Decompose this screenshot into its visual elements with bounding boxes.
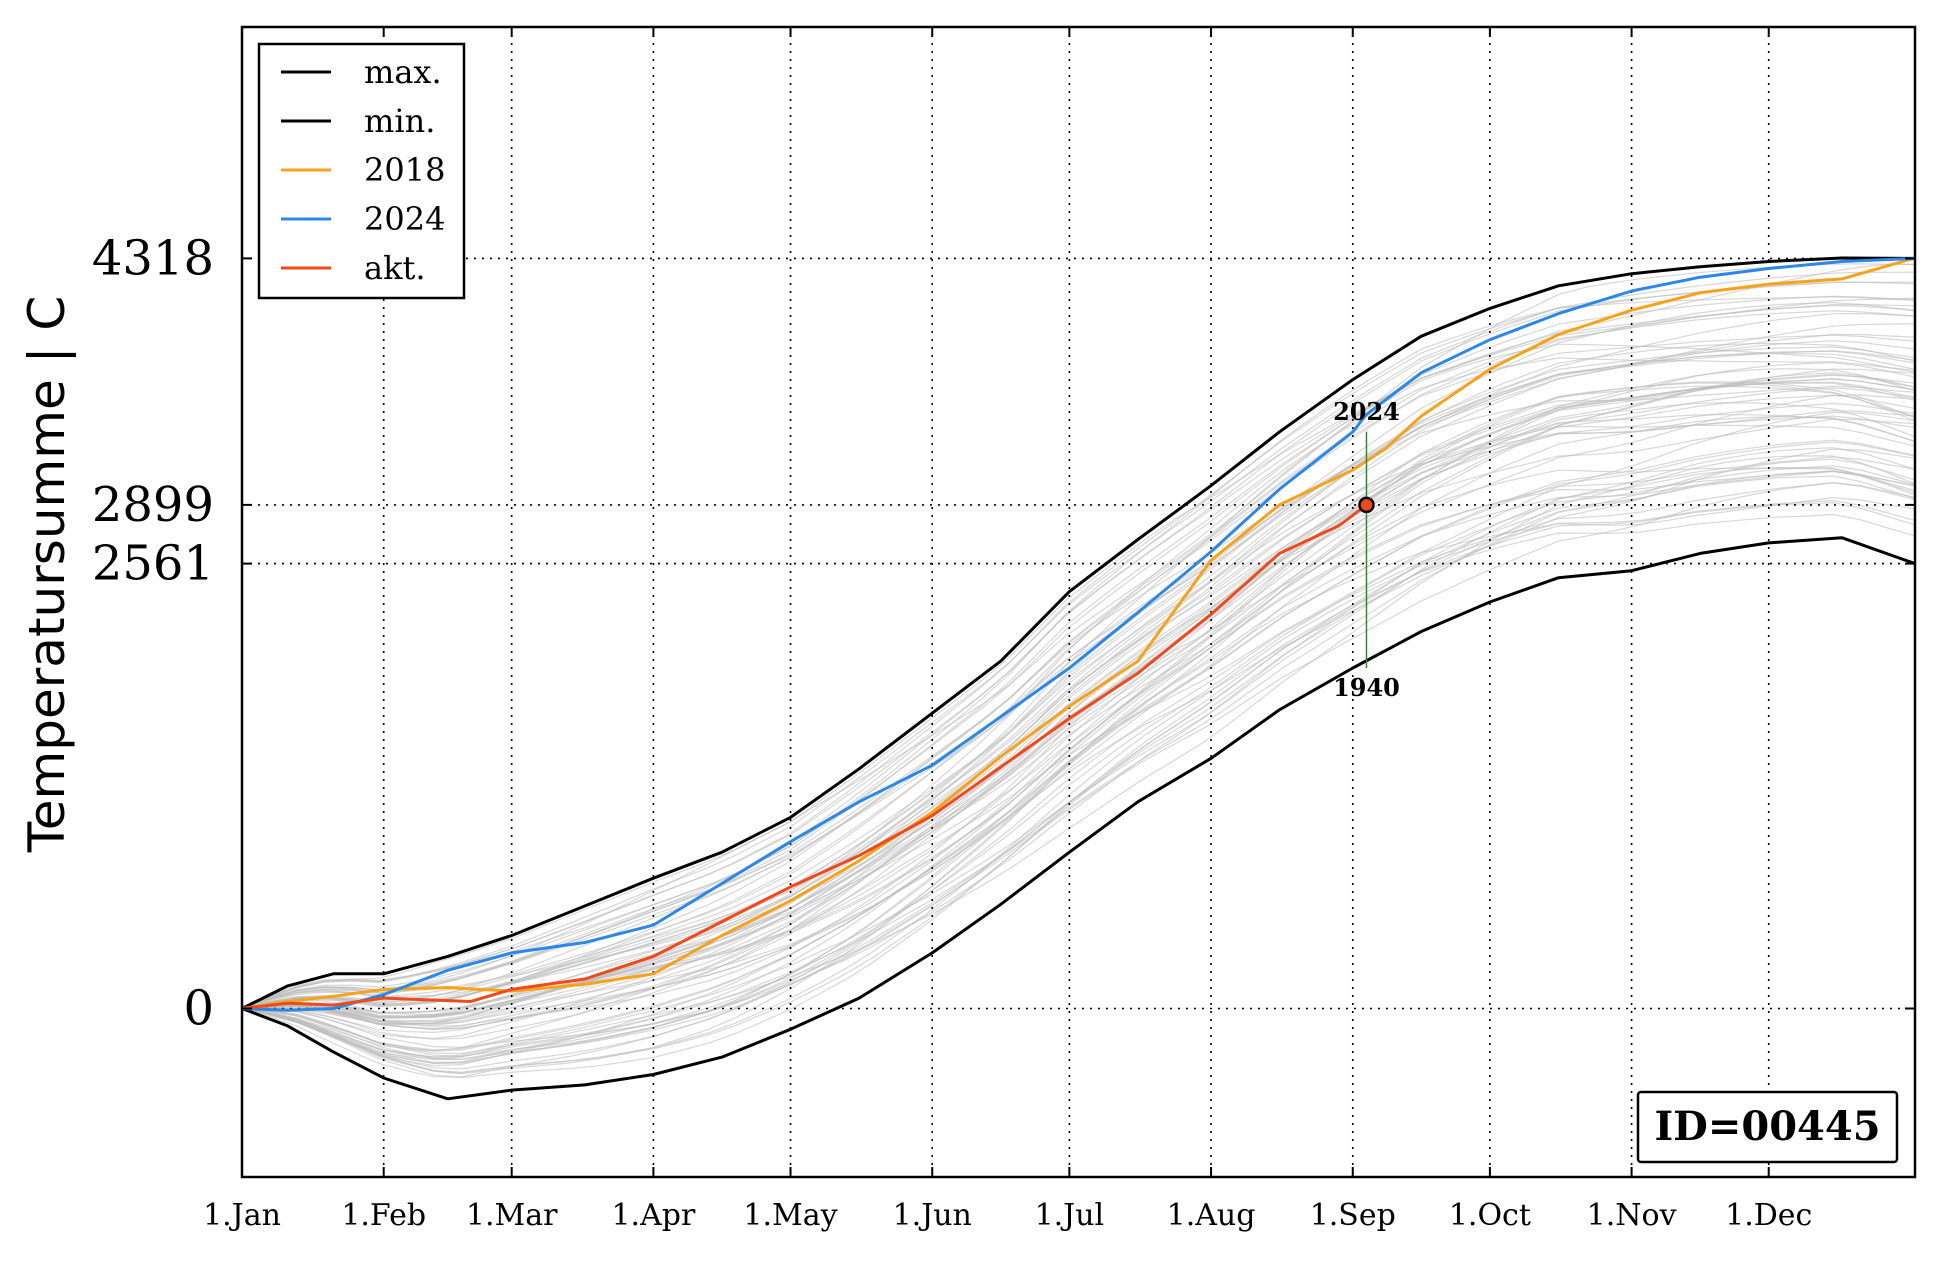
legend-entry-label: 2018 (364, 151, 445, 189)
x-tick-label: 1.Jun (893, 1198, 972, 1233)
historical-year-line (241, 439, 1916, 1051)
historical-year-line (241, 466, 1916, 1059)
station-id-label: ID=00445 (1654, 1103, 1880, 1150)
x-tick-label: 1.May (743, 1198, 837, 1233)
axis-ticks: 1.Jan 1.Feb 1.Mar 1.Apr 1.May 1.Jun 1.Jul 1.Aug… (92, 27, 1915, 1233)
historical-year-line (241, 394, 1916, 1040)
historical-year-line (241, 456, 1916, 1055)
historical-year-line (241, 362, 1916, 1020)
plot-frame (240, 25, 1917, 1179)
historical-year-line (241, 297, 1916, 1010)
x-tick-label: 1.Jul (1035, 1198, 1105, 1233)
y-tick-label: 2561 (92, 536, 214, 592)
historical-year-line (241, 447, 1916, 1058)
historical-year-line (241, 402, 1916, 1023)
legend-entry-label: max. (364, 53, 442, 91)
legend-entry-label: akt. (364, 249, 426, 287)
historical-year-line (241, 448, 1916, 1067)
historical-year-line (241, 382, 1916, 1018)
historical-year-line (241, 378, 1916, 1019)
annotation-layer: 2024 1940 (1333, 397, 1400, 702)
series-line-min (241, 536, 1916, 1101)
historical-year-line (241, 465, 1916, 1061)
series-line-2018 (241, 256, 1916, 1010)
historical-year-line (241, 281, 1916, 1010)
historical-year-line (241, 414, 1916, 1025)
historical-year-line (241, 372, 1916, 1025)
x-tick-label: 1.Apr (611, 1198, 695, 1233)
historical-year-line (241, 302, 1916, 1010)
y-axis-label: Temperatursumme | C (18, 296, 76, 854)
historical-year-line (241, 467, 1916, 1049)
x-tick-label: 1.Mar (466, 1198, 558, 1233)
y-tick-label: 0 (183, 980, 214, 1036)
historical-year-line (241, 340, 1916, 1010)
historical-year-line (241, 312, 1916, 1010)
historical-years-lines (241, 263, 1916, 1079)
x-tick-label: 1.Jan (203, 1198, 281, 1233)
historical-year-line (241, 481, 1916, 1070)
x-tick-label: 1.Nov (1587, 1198, 1677, 1233)
legend-entry-label: 2024 (364, 200, 445, 238)
historical-year-line (241, 499, 1916, 1073)
series-line-akt (241, 503, 1368, 1010)
historical-year-line (241, 263, 1916, 1010)
historical-year-line (241, 475, 1916, 1064)
historical-year-line (241, 455, 1916, 1060)
historical-year-line (241, 296, 1916, 1010)
historical-year-line (241, 271, 1916, 1010)
station-id-frame (1636, 1090, 1899, 1164)
x-tick-label: 1.Oct (1449, 1198, 1531, 1233)
series-line-max (241, 256, 1916, 1010)
legend-entry-label: min. (364, 102, 435, 140)
station-id-box: ID=00445 (1636, 1090, 1899, 1164)
historical-year-line (241, 310, 1916, 1010)
annotation-label: 1940 (1333, 673, 1400, 702)
historical-year-line (241, 373, 1916, 1025)
x-tick-label: 1.Sep (1310, 1198, 1396, 1233)
historical-year-line (241, 346, 1916, 1010)
historical-year-line (241, 415, 1916, 1031)
y-tick-label: 4318 (92, 230, 214, 286)
x-tick-label: 1.Dec (1725, 1198, 1812, 1233)
legend: max. min. 2018 2024 akt. (257, 42, 466, 300)
historical-year-line (241, 402, 1916, 1030)
historical-year-line (241, 418, 1916, 1040)
y-tick-label: 2899 (92, 477, 214, 533)
historical-year-line (241, 411, 1916, 1052)
x-tick-label: 1.Feb (341, 1198, 426, 1233)
current-point-marker (1358, 496, 1375, 514)
historical-year-line (241, 352, 1916, 1010)
historical-year-line (241, 381, 1916, 1014)
series-line-2024 (241, 256, 1916, 1012)
annotation-label: 2024 (1333, 397, 1400, 426)
historical-year-line (241, 343, 1916, 1010)
x-tick-label: 1.Aug (1167, 1198, 1256, 1233)
historical-year-line (241, 303, 1916, 1010)
series-lines (241, 256, 1916, 1101)
